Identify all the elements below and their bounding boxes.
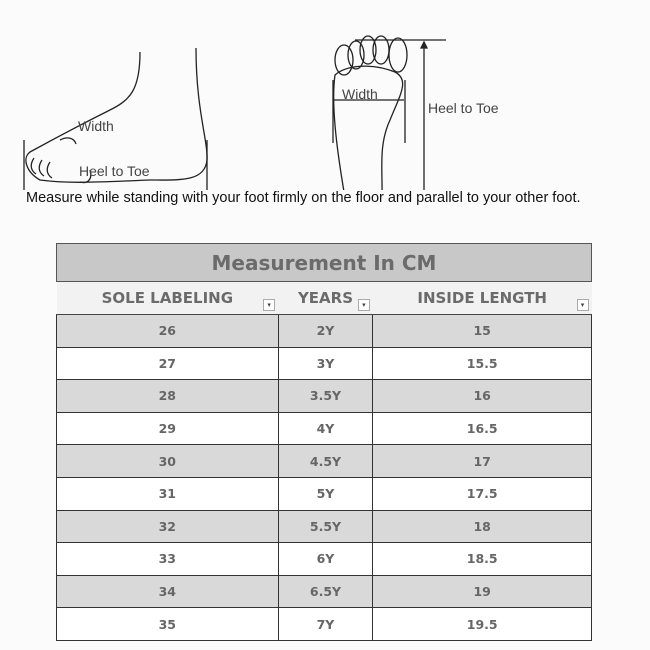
table-cell: 34 [56, 574, 279, 609]
table-cell: 33 [56, 542, 279, 576]
table-cell: 16.5 [372, 411, 592, 446]
table-cell: 2Y [277, 314, 374, 348]
table-row: 30 4.5Y 17 [56, 444, 592, 478]
header-label: YEARS [297, 289, 354, 307]
table-cell: 17 [372, 444, 592, 478]
table-row: 33 6Y 18.5 [56, 542, 592, 576]
table-cell: 35 [56, 607, 279, 641]
table-cell: 7Y [277, 607, 374, 641]
table-cell: 26 [56, 314, 279, 348]
table-row: 32 5.5Y 18 [56, 509, 592, 544]
table-row: 31 5Y 17.5 [56, 476, 592, 511]
table-cell: 29 [56, 411, 279, 446]
table-cell: 30 [56, 444, 279, 478]
table-cell: 32 [56, 509, 279, 544]
table-title: Measurement In CM [56, 243, 592, 282]
table-cell: 27 [56, 346, 279, 381]
table-cell: 31 [56, 476, 279, 511]
table-row: 27 3Y 15.5 [56, 346, 592, 381]
sole-width-label: Width [342, 86, 378, 102]
table-cell: 19 [372, 574, 592, 609]
measure-instruction: Measure while standing with your foot fi… [26, 190, 581, 206]
size-chart-table: Measurement In CM SOLE LABELING ▾ YEARS ▾ … [56, 243, 592, 641]
table-row: 34 6.5Y 19 [56, 574, 592, 609]
filter-dropdown-icon[interactable]: ▾ [357, 299, 370, 311]
table-cell: 4.5Y [277, 444, 374, 478]
side-width-label: Width [78, 118, 114, 134]
table-cell: 18.5 [372, 542, 592, 576]
filter-dropdown-icon[interactable]: ▾ [576, 299, 589, 311]
table-cell: 17.5 [372, 476, 592, 511]
header-years: YEARS ▾ [278, 281, 373, 315]
table-cell: 28 [56, 379, 279, 413]
table-cell: 5Y [277, 476, 374, 511]
header-sole-labeling: SOLE LABELING ▾ [56, 281, 279, 315]
table-cell: 3Y [277, 346, 374, 381]
table-cell: 16 [372, 379, 592, 413]
table-cell: 19.5 [372, 607, 592, 641]
table-cell: 15.5 [372, 346, 592, 381]
sole-heel-to-toe-label: Heel to Toe [428, 100, 499, 116]
filter-dropdown-icon[interactable]: ▾ [263, 299, 276, 311]
header-label: SOLE LABELING [101, 289, 234, 307]
table-cell: 6Y [277, 542, 374, 576]
table-cell: 3.5Y [277, 379, 374, 413]
header-label: INSIDE LENGTH [417, 289, 547, 307]
table-row: 26 2Y 15 [56, 314, 592, 348]
table-cell: 4Y [277, 411, 374, 446]
table-row: 28 3.5Y 16 [56, 379, 592, 413]
header-inside-length: INSIDE LENGTH ▾ [372, 281, 592, 315]
table-cell: 18 [372, 509, 592, 544]
side-heel-to-toe-label: Heel to Toe [79, 163, 150, 179]
table-row: 29 4Y 16.5 [56, 411, 592, 446]
table-cell: 15 [372, 314, 592, 348]
table-row: 35 7Y 19.5 [56, 607, 592, 641]
table-cell: 5.5Y [277, 509, 374, 544]
side-foot-illustration [23, 35, 446, 190]
table-cell: 6.5Y [277, 574, 374, 609]
